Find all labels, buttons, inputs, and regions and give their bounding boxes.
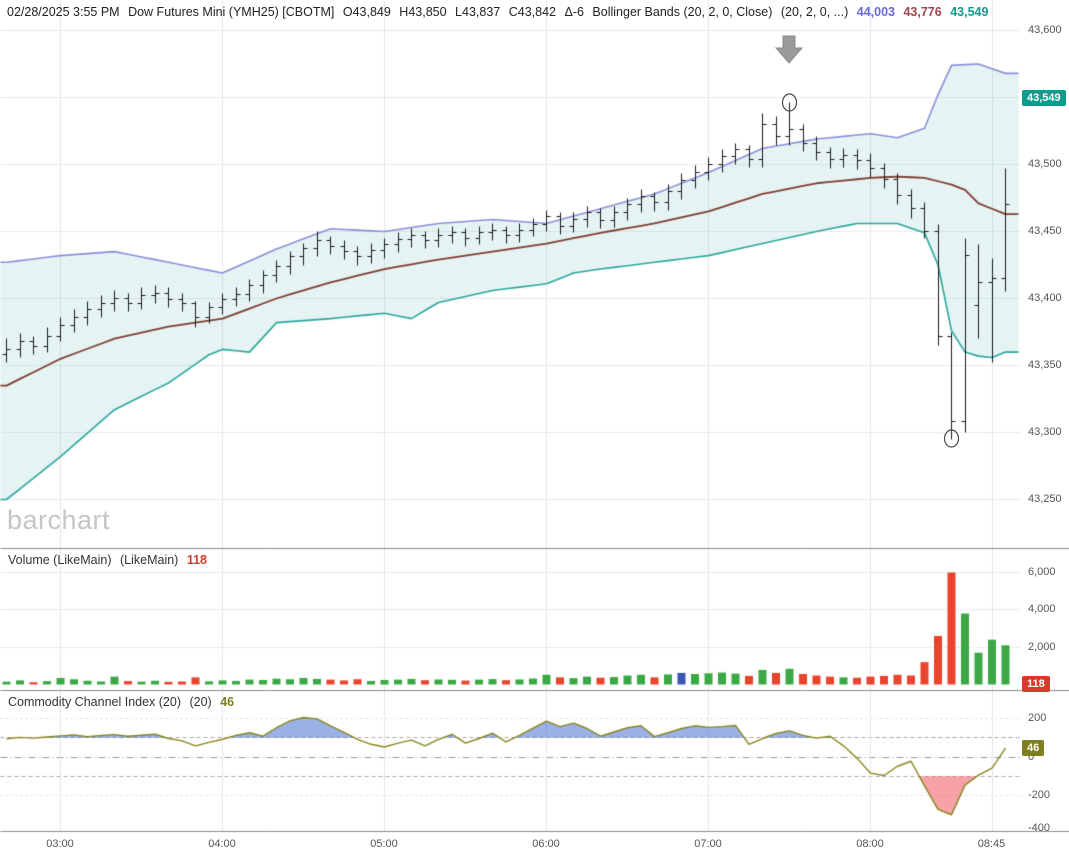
last-price-badge: 43,549 xyxy=(1022,90,1066,107)
time-axis-label: 08:45 xyxy=(977,838,1006,850)
volume-study-label[interactable]: Volume (LikeMain) xyxy=(8,553,112,567)
cci-value-badge: 46 xyxy=(1022,739,1045,756)
cci-axis-label: -200 xyxy=(1028,789,1051,801)
price-axis-label: 43,400 xyxy=(1028,292,1062,304)
circle-annotation-swing-high[interactable] xyxy=(781,93,798,112)
time-axis-label: 04:00 xyxy=(208,838,236,850)
header-change: Δ-6 xyxy=(564,5,584,19)
volume-axis-label: 2,000 xyxy=(1028,640,1056,653)
volume-value-badge: 118 xyxy=(1022,676,1050,692)
bollinger-lower-value: 43,549 xyxy=(950,5,989,19)
header-study-label[interactable]: Bollinger Bands (20, 2, 0, Close) xyxy=(592,5,773,19)
down-arrow-annotation[interactable] xyxy=(774,35,804,65)
cci-panel-header: Commodity Channel Index (20) (20) 46 xyxy=(8,695,239,709)
cci-axis-label: 0 xyxy=(1028,750,1035,763)
bollinger-upper-value: 44,003 xyxy=(856,5,895,19)
time-axis-label: 08:00 xyxy=(856,838,884,850)
header-low: L43,837 xyxy=(455,5,501,19)
header-open: O43,849 xyxy=(342,5,391,19)
time-axis-label: 05:00 xyxy=(370,838,398,850)
time-axis-label: 07:00 xyxy=(694,838,722,850)
cci-axis-label: 200 xyxy=(1028,712,1047,724)
header-symbol-title: Dow Futures Mini (YMH25) [CBOTM] xyxy=(128,5,335,19)
time-axis-label: 03:00 xyxy=(46,838,74,850)
cci-study-label[interactable]: Commodity Channel Index (20) xyxy=(8,695,181,709)
header-high: H43,850 xyxy=(399,5,447,19)
header-datetime: 02/28/2025 3:55 PM xyxy=(7,5,120,19)
circle-annotation-swing-low[interactable] xyxy=(943,429,960,448)
price-axis-label: 43,300 xyxy=(1028,426,1062,438)
barchart-watermark-logo: barchart xyxy=(7,505,111,535)
price-axis-label: 43,450 xyxy=(1028,225,1062,237)
header-study-params[interactable]: (20, 2, 0, ...) xyxy=(780,5,849,19)
volume-panel-header: Volume (LikeMain) (LikeMain) 118 xyxy=(8,553,212,567)
cci-study-params[interactable]: (20) xyxy=(189,695,212,709)
bollinger-middle-value: 43,776 xyxy=(903,5,942,19)
volume-current-value: 118 xyxy=(186,553,208,567)
price-axis-label: 43,350 xyxy=(1028,359,1062,371)
cci-current-value: 46 xyxy=(220,695,235,709)
volume-axis-label: 4,000 xyxy=(1028,603,1056,616)
volume-axis-label: 6,000 xyxy=(1028,566,1056,578)
volume-study-params[interactable]: (LikeMain) xyxy=(120,553,179,567)
header-close: C43,842 xyxy=(508,5,556,19)
time-axis-label: 06:00 xyxy=(532,838,560,850)
price-axis-label: 43,250 xyxy=(1028,493,1062,505)
cci-axis-label: -400 xyxy=(1028,822,1051,834)
price-axis-label: 43,500 xyxy=(1028,158,1062,170)
price-axis-label: 43,600 xyxy=(1028,24,1062,36)
chart-header: 02/28/2025 3:55 PM Dow Futures Mini (YMH… xyxy=(7,5,993,19)
